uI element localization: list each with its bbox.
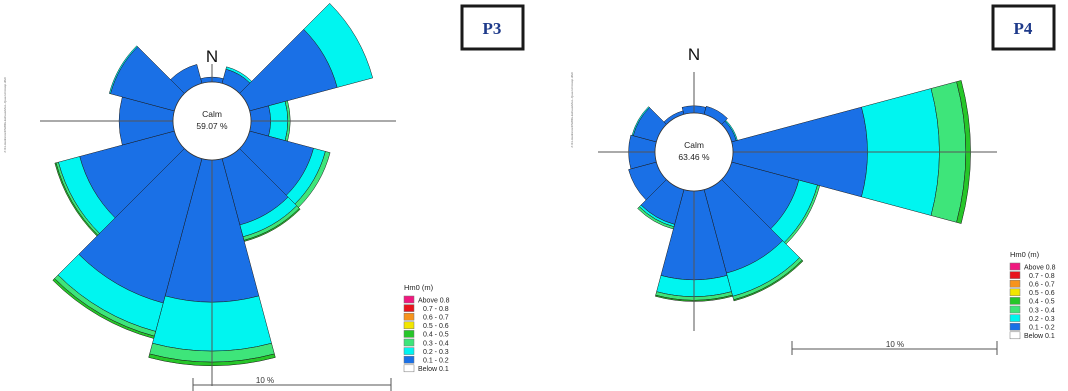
- sector-300-band-1: [631, 106, 650, 136]
- rose-panel-p4: Z:\11-Hedrenord\SWIG-Exhaust\ALL-Quai-Un…: [570, 4, 1056, 355]
- panel-label-p4: P4: [991, 4, 1056, 51]
- legend: Hm0 (m) Above 0.8 0.7 - 0.8 0.6 - 0.70.5 -…: [403, 283, 450, 373]
- sector-150-band-3: [733, 259, 804, 302]
- legend-label: 0.4 - 0.5: [423, 332, 449, 339]
- calm-circle: [654, 112, 734, 192]
- legend-swatch: [403, 338, 415, 347]
- calm-circle: [172, 81, 252, 161]
- sector-210-band-2: [637, 206, 675, 230]
- legend-swatch: [403, 355, 415, 364]
- side-text: Z:\11-Hedrenord\SWIG-Exhaust\ALL-Quai-Un…: [3, 77, 7, 153]
- calm-value: 59.07 %: [196, 121, 228, 131]
- panel-label-text: P3: [483, 19, 502, 38]
- legend-label: 0.5 - 0.6: [1029, 290, 1055, 297]
- legend-swatch: [403, 364, 415, 373]
- rose-panel-p3: Z:\11-Hedrenord\SWIG-Exhaust\ALL-Quai-Un…: [3, 2, 525, 391]
- legend-swatch: [403, 295, 415, 304]
- sector-60-band-1: [303, 2, 374, 88]
- legend-swatch: [403, 312, 415, 321]
- legend-swatch: [1009, 279, 1021, 288]
- legend-label: 0.2 - 0.3: [1029, 316, 1055, 323]
- legend-label: 0.2 - 0.3: [423, 349, 449, 356]
- sector-300-band-1: [108, 45, 139, 95]
- legend-label: 0.7 - 0.8: [423, 306, 449, 313]
- legend-swatch: [1009, 288, 1021, 297]
- scale-label: 10 %: [886, 340, 904, 349]
- legend-label: Below 0.1: [418, 366, 449, 373]
- legend-swatch: [1009, 271, 1021, 279]
- sector-210-band-3: [52, 278, 155, 339]
- scale-bar: 10 %: [192, 376, 392, 391]
- legend-swatch: [1009, 262, 1021, 271]
- panel-label-text: P4: [1014, 19, 1033, 38]
- legend-label: Below 0.1: [1024, 333, 1055, 340]
- panel-label-p3: P3: [460, 4, 525, 51]
- sector-90-band-3: [956, 80, 971, 224]
- legend-label: 0.6 - 0.7: [1029, 282, 1055, 289]
- legend-label: 0.6 - 0.7: [423, 315, 449, 322]
- legend-label: Above 0.8: [1024, 264, 1056, 271]
- north-label: N: [688, 45, 700, 64]
- legend-swatch: [1009, 314, 1021, 322]
- legend-swatch: [1009, 331, 1021, 340]
- legend-title: Hm0 (m): [1010, 250, 1040, 259]
- legend-label: 0.1 - 0.2: [423, 358, 449, 365]
- scale-bar: 10 %: [791, 340, 998, 355]
- legend-swatch: [1009, 297, 1021, 305]
- legend-swatch: [403, 304, 415, 312]
- legend-swatch: [403, 330, 415, 338]
- legend-label: 0.3 - 0.4: [1029, 307, 1055, 314]
- legend-swatch: [1009, 322, 1021, 331]
- legend-label: 0.3 - 0.4: [423, 340, 449, 347]
- legend-label: 0.5 - 0.6: [423, 323, 449, 330]
- legend-label: Above 0.8: [418, 297, 450, 304]
- sector-180-band-3: [655, 294, 733, 302]
- legend-title: Hm0 (m): [404, 283, 434, 292]
- legend: Hm0 (m) Above 0.8 0.7 - 0.8 0.6 - 0.70.5 -…: [1009, 250, 1056, 340]
- legend-label: 0.1 - 0.2: [1029, 325, 1055, 332]
- calm-label: Calm: [202, 109, 222, 119]
- legend-swatch: [403, 321, 415, 330]
- legend-label: 0.7 - 0.8: [1029, 273, 1055, 280]
- rose-sectors: [628, 80, 971, 302]
- scale-label: 10 %: [256, 376, 274, 385]
- legend-swatch: [403, 347, 415, 355]
- legend-label: 0.4 - 0.5: [1029, 299, 1055, 306]
- north-label: N: [206, 47, 218, 66]
- side-text: Z:\11-Hedrenord\SWIG-Exhaust\ALL-Quai-Un…: [570, 72, 574, 148]
- calm-label: Calm: [684, 140, 704, 150]
- sector-240-band-3: [54, 162, 99, 237]
- sector-180-band-3: [148, 353, 276, 367]
- calm-value: 63.46 %: [678, 152, 710, 162]
- legend-swatch: [1009, 305, 1021, 314]
